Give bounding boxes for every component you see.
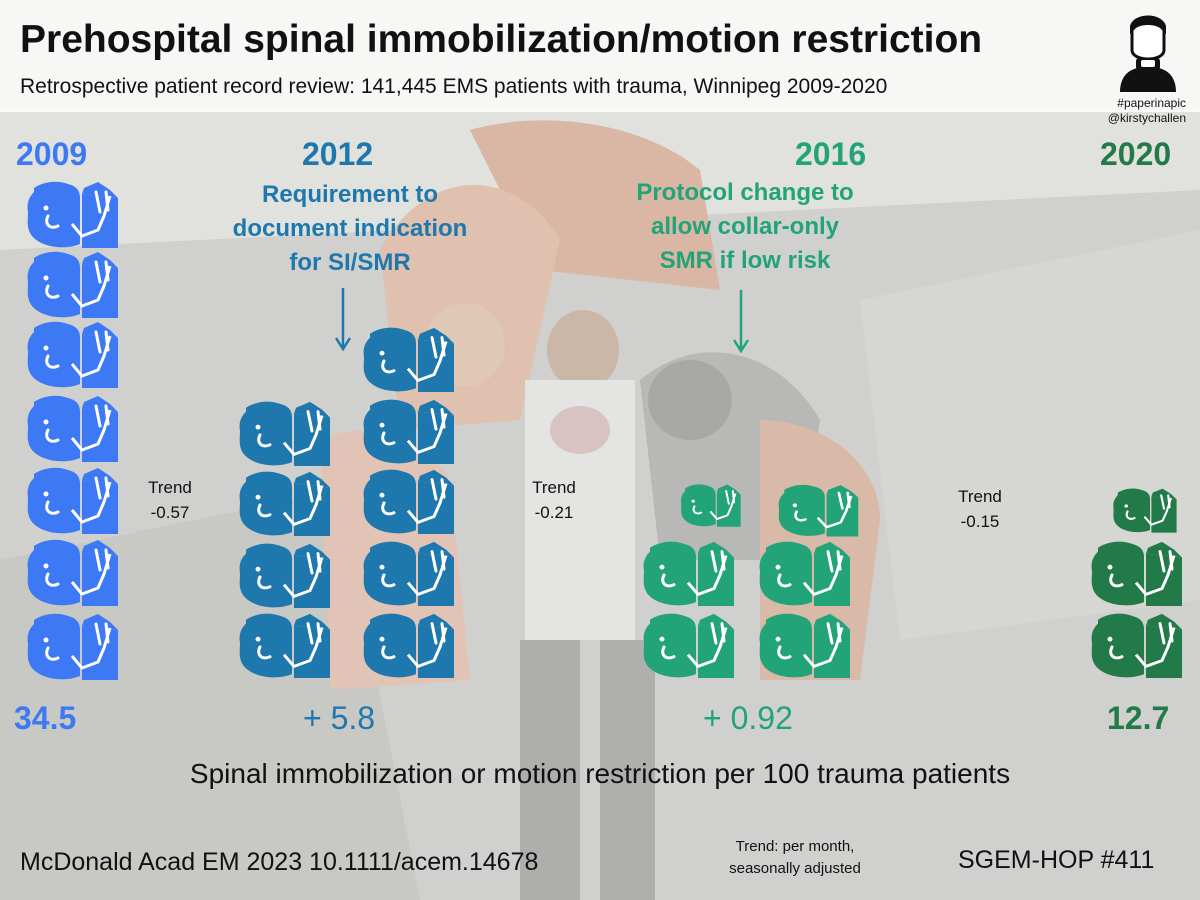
- trend-2012-2016: Trend -0.21: [509, 475, 599, 525]
- head-with-neck-collar-icon: [1084, 538, 1184, 608]
- trend-definition-line: seasonally adjusted: [729, 860, 861, 877]
- trend-value: -0.57: [150, 503, 190, 522]
- end-value: 12.7: [1107, 700, 1170, 736]
- head-with-neck-collar-icon: [772, 482, 860, 538]
- page-subtitle: Retrospective patient record review: 141…: [20, 75, 888, 98]
- head-with-neck-collar-icon: [636, 538, 736, 608]
- trend-2016-2020: Trend -0.15: [935, 484, 1025, 534]
- trend-definition-line: Trend: per month,: [735, 838, 855, 855]
- hashtag: #paperinapic: [1117, 96, 1186, 110]
- head-with-neck-collar-icon: [752, 610, 852, 680]
- citation: McDonald Acad EM 2023 10.1111/acem.14678: [20, 848, 539, 876]
- head-with-neck-collar-icon: [356, 324, 456, 394]
- arrow-down-icon: [334, 288, 352, 352]
- header-band: [0, 0, 1200, 112]
- head-with-neck-collar-icon: [20, 392, 120, 464]
- trend-2009-2012: Trend -0.57: [125, 475, 215, 525]
- event-note-line: for SI/SMR: [289, 249, 411, 276]
- author-handle: @kirstychallen: [1107, 111, 1186, 125]
- head-with-neck-collar-icon: [20, 536, 120, 608]
- event-note-line: SMR if low risk: [659, 247, 831, 274]
- trend-value: -0.15: [960, 512, 1000, 531]
- head-with-neck-collar-icon: [356, 466, 456, 536]
- trend-label: Trend: [148, 478, 192, 497]
- year-2012: 2012: [302, 136, 374, 172]
- head-with-neck-collar-icon: [1108, 486, 1178, 534]
- head-with-neck-collar-icon: [232, 540, 332, 610]
- head-with-neck-collar-icon: [636, 610, 736, 680]
- person-with-neck-collar-icon: [1118, 12, 1178, 92]
- head-with-neck-collar-icon: [232, 610, 332, 680]
- trend-value: -0.21: [534, 503, 574, 522]
- head-with-neck-collar-icon: [356, 396, 456, 466]
- year-2016: 2016: [795, 136, 867, 172]
- level-change-2012: + 5.8: [303, 700, 376, 736]
- head-with-neck-collar-icon: [1084, 610, 1184, 680]
- head-with-neck-collar-icon: [20, 610, 120, 682]
- head-with-neck-collar-icon: [676, 482, 742, 528]
- head-with-neck-collar-icon: [356, 610, 456, 680]
- head-with-neck-collar-icon: [232, 398, 332, 468]
- trend-definition: Trend: per month, seasonally adjusted: [700, 836, 890, 880]
- start-value: 34.5: [14, 700, 77, 736]
- head-with-neck-collar-icon: [20, 248, 120, 320]
- year-2020: 2020: [1100, 136, 1172, 172]
- head-with-neck-collar-icon: [232, 468, 332, 538]
- arrow-down-icon: [732, 290, 750, 354]
- head-with-neck-collar-icon: [356, 538, 456, 608]
- event-note-line: Requirement to: [261, 181, 438, 208]
- head-with-neck-collar-icon: [20, 318, 120, 390]
- head-with-neck-collar-icon: [20, 178, 120, 250]
- event-note-2012: Requirement to document indication for S…: [200, 178, 500, 280]
- head-with-neck-collar-icon: [752, 538, 852, 608]
- level-change-2016: + 0.92: [703, 700, 793, 736]
- event-note-line: document indication: [232, 215, 468, 242]
- event-note-line: Protocol change to: [636, 179, 854, 206]
- year-2009: 2009: [16, 136, 88, 172]
- head-with-neck-collar-icon: [20, 464, 120, 536]
- episode-label: SGEM-HOP #411: [958, 846, 1155, 874]
- event-note-line: allow collar-only: [650, 213, 840, 240]
- trend-label: Trend: [532, 478, 576, 497]
- event-note-2016: Protocol change to allow collar-only SMR…: [600, 176, 890, 278]
- page-title: Prehospital spinal immobilization/motion…: [20, 18, 983, 61]
- caption: Spinal immobilization or motion restrict…: [189, 758, 1011, 789]
- trend-label: Trend: [958, 487, 1002, 506]
